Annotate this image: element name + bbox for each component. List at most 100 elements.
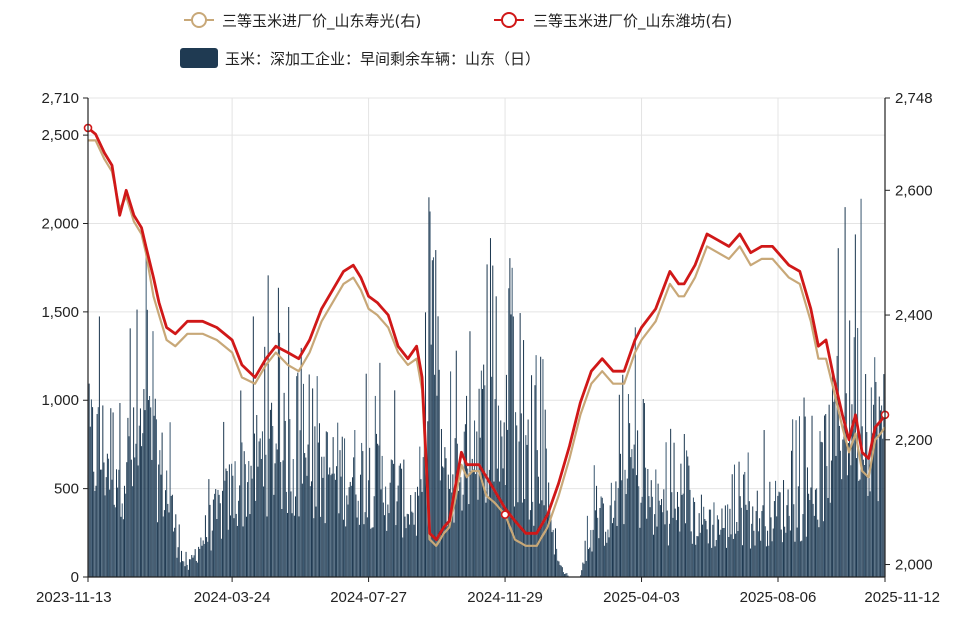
- bar: [735, 533, 737, 577]
- bar: [680, 463, 682, 577]
- bar: [399, 463, 401, 577]
- bar: [391, 460, 393, 577]
- bar: [122, 519, 124, 577]
- x-tick-label: 2025-11-12: [864, 589, 940, 606]
- bar: [437, 316, 439, 577]
- bar: [529, 510, 531, 577]
- bar: [438, 369, 440, 577]
- y-right-tick-label: 2,748: [895, 90, 933, 107]
- bar: [723, 527, 725, 577]
- bar: [554, 528, 556, 577]
- bar: [686, 450, 688, 577]
- bar: [206, 537, 208, 577]
- bar: [309, 486, 311, 577]
- bar: [699, 532, 701, 577]
- bar: [819, 431, 821, 577]
- bar: [108, 458, 110, 577]
- bar: [844, 207, 846, 577]
- bar: [756, 490, 758, 577]
- bar: [248, 461, 250, 577]
- bar: [664, 524, 666, 577]
- bar: [304, 453, 306, 577]
- bar: [586, 515, 588, 577]
- bar: [768, 545, 770, 577]
- bar: [705, 520, 707, 577]
- bar: [818, 527, 820, 577]
- bar: [336, 466, 338, 577]
- bar: [497, 405, 499, 577]
- bar: [272, 425, 274, 577]
- bar: [809, 500, 811, 577]
- bar: [280, 462, 282, 577]
- bar: [496, 468, 498, 577]
- bar: [545, 448, 547, 577]
- bar: [757, 531, 759, 577]
- bar: [558, 561, 560, 577]
- bar: [674, 508, 676, 577]
- bar: [711, 547, 713, 577]
- bar: [848, 443, 850, 577]
- legend-swatch-bars: [180, 48, 218, 68]
- bar: [237, 500, 240, 577]
- bar: [655, 469, 657, 577]
- bar: [96, 414, 98, 577]
- bar: [611, 523, 614, 577]
- bar: [625, 494, 627, 577]
- bar: [390, 459, 392, 577]
- y-left-tick-label: 500: [54, 481, 79, 498]
- bar: [141, 446, 143, 577]
- bar: [102, 405, 104, 577]
- bar: [397, 485, 399, 577]
- bar: [698, 513, 700, 577]
- bar: [800, 541, 802, 577]
- bar: [638, 486, 640, 577]
- bar: [597, 517, 599, 577]
- bar: [263, 486, 265, 577]
- bar: [243, 451, 245, 577]
- bar: [452, 474, 454, 577]
- bar: [293, 515, 295, 577]
- bar: [208, 479, 210, 577]
- bar: [154, 398, 156, 577]
- bar: [583, 563, 585, 577]
- bar: [210, 550, 212, 577]
- bar: [466, 395, 468, 577]
- bar: [260, 458, 262, 577]
- y-left-tick-label: 1,000: [41, 392, 79, 409]
- bar: [679, 531, 681, 577]
- bar: [117, 487, 119, 577]
- bar: [267, 275, 269, 577]
- bar: [752, 506, 754, 577]
- bar: [793, 504, 795, 577]
- bar: [546, 515, 549, 577]
- bar: [418, 495, 420, 577]
- bar: [461, 510, 463, 577]
- bar: [306, 475, 308, 577]
- bar: [235, 513, 237, 577]
- bar: [732, 538, 734, 577]
- bar: [832, 369, 834, 577]
- bar: [567, 575, 569, 577]
- bar: [881, 405, 883, 577]
- bar: [471, 458, 473, 577]
- bar: [877, 501, 879, 577]
- bar: [252, 316, 254, 577]
- bar: [459, 482, 461, 577]
- bar: [410, 495, 412, 577]
- bar: [687, 456, 689, 577]
- bar: [103, 462, 105, 577]
- bar: [781, 542, 783, 577]
- bar: [857, 327, 859, 577]
- bar: [136, 309, 138, 577]
- bar: [173, 531, 175, 577]
- bar: [298, 516, 300, 577]
- bar: [776, 516, 778, 577]
- bar: [822, 521, 824, 577]
- bar: [527, 419, 529, 577]
- bar: [217, 489, 219, 577]
- bar: [520, 413, 522, 577]
- bar: [528, 519, 530, 577]
- bar: [158, 464, 160, 577]
- bar: [728, 536, 730, 577]
- bar: [869, 491, 871, 577]
